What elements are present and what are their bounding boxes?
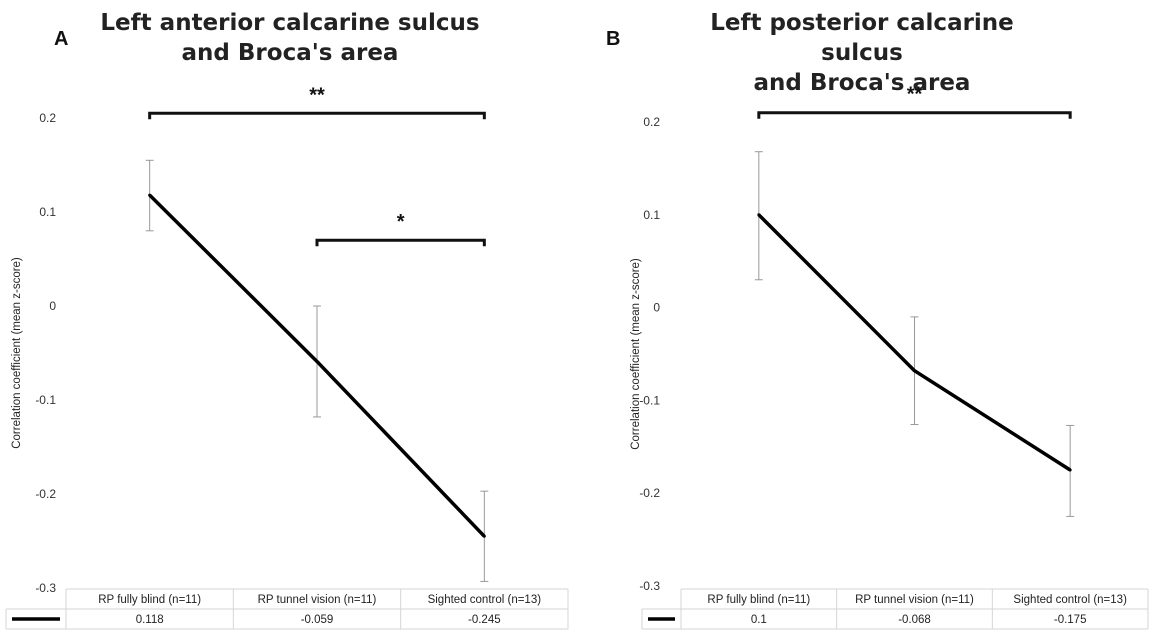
- category-label: Sighted control (n=13): [428, 594, 542, 606]
- table-value: 0.1: [751, 614, 767, 626]
- chart-title-line-2: and Broca's area: [753, 70, 971, 96]
- category-label: RP fully blind (n=11): [707, 594, 810, 606]
- table-value: -0.068: [898, 614, 931, 626]
- category-label: RP fully blind (n=11): [98, 594, 201, 606]
- data-point: [482, 534, 486, 538]
- y-tick-label: 0.2: [643, 115, 660, 129]
- significance-label: **: [309, 84, 325, 106]
- y-tick-label: 0.1: [39, 205, 56, 219]
- significance-label: **: [907, 84, 923, 106]
- chart-title: Left posterior calcarine sulcus and Broc…: [672, 8, 1052, 98]
- table-value: -0.059: [301, 614, 334, 626]
- data-point: [315, 359, 319, 363]
- chart-a: Correlation coefficient (mean z-score) 0.…: [5, 84, 569, 630]
- y-tick-label: -0.2: [639, 486, 660, 500]
- chart-title: Left anterior calcarine sulcus and Broca…: [100, 8, 480, 68]
- y-tick-label: 0: [653, 301, 660, 315]
- significance-label: *: [397, 211, 405, 233]
- y-tick-label: 0.1: [643, 208, 660, 222]
- table-value: 0.118: [136, 614, 164, 626]
- panel-a: A Left anterior calcarine sulcus and Bro…: [0, 0, 575, 631]
- category-label: RP tunnel vision (n=11): [258, 594, 377, 606]
- chart-title-line-1: Left anterior calcarine sulcus: [100, 10, 480, 36]
- panel-label: A: [54, 28, 69, 50]
- panel-label: B: [606, 28, 621, 50]
- data-point: [757, 213, 761, 217]
- chart-b: Correlation coefficient (mean z-score) 0.…: [630, 84, 1149, 630]
- chart-title-line-1: Left posterior calcarine sulcus: [710, 10, 1014, 66]
- category-label: Sighted control (n=13): [1013, 594, 1127, 606]
- table-value: -0.245: [468, 614, 501, 626]
- significance-bracket: [315, 238, 486, 247]
- data-point: [148, 193, 152, 197]
- y-tick-label: -0.3: [35, 581, 56, 595]
- chart-title-line-2: and Broca's area: [181, 40, 399, 66]
- table-value: -0.175: [1054, 614, 1087, 626]
- y-axis-label: Correlation coefficient (mean z-score): [11, 257, 23, 449]
- significance-bracket: [148, 111, 486, 120]
- data-point: [913, 369, 916, 373]
- y-tick-label: 0: [49, 299, 56, 313]
- y-tick-label: -0.1: [639, 393, 660, 407]
- y-tick-label: -0.3: [639, 579, 660, 593]
- category-label: RP tunnel vision (n=11): [855, 594, 974, 606]
- significance-bracket: [757, 111, 1072, 119]
- panel-b: B Left posterior calcarine sulcus and Br…: [576, 0, 1151, 631]
- y-tick-label: -0.1: [35, 393, 56, 407]
- y-axis-label: Correlation coefficient (mean z-score): [630, 258, 642, 450]
- y-tick-label: 0.2: [39, 111, 56, 125]
- y-tick-label: -0.2: [35, 487, 56, 501]
- data-point: [1068, 468, 1072, 472]
